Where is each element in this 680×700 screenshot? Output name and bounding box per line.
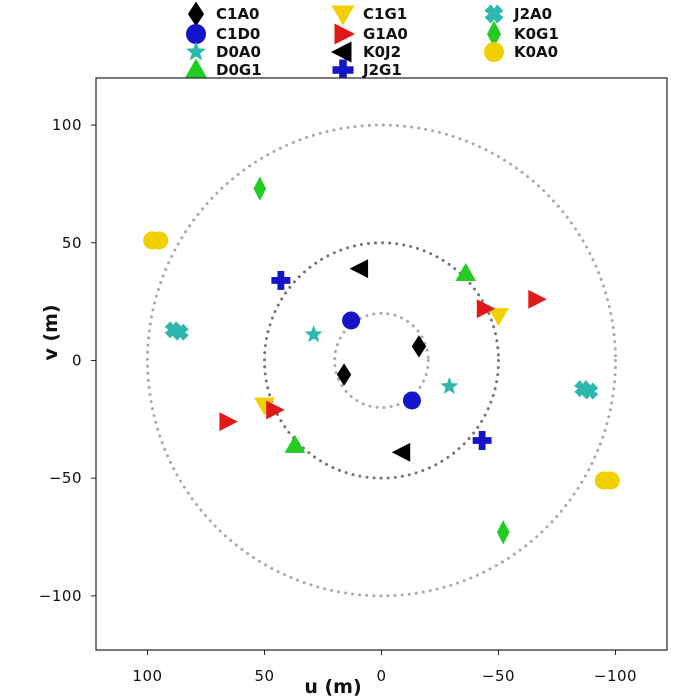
legend-marker-k0a0	[484, 42, 504, 62]
data-point-j2g1	[271, 270, 291, 290]
legend-item-j2g1: J2G1	[332, 59, 402, 81]
reference-circles	[145, 123, 618, 598]
data-point-c1a0	[411, 335, 427, 358]
x-tick-label: −100	[594, 667, 637, 685]
data-point-g1a0	[219, 412, 238, 432]
legend-item-j2a0: J2A0	[484, 4, 552, 24]
reference-circle-1	[333, 311, 430, 410]
legend-item-d0g1: D0G1	[184, 58, 262, 79]
legend-marker-c1a0	[188, 1, 204, 27]
legend-label: C1A0	[216, 5, 260, 23]
legend-item-d0a0: D0A0	[186, 41, 261, 61]
data-point-d0a0	[440, 376, 459, 395]
legend-label: K0J2	[363, 43, 401, 61]
legend-item-k0a0: K0A0	[484, 42, 558, 62]
legend-label: G1A0	[363, 25, 408, 43]
data-point-g1a0	[528, 289, 547, 309]
y-tick-label: −50	[49, 469, 82, 487]
plot-area	[95, 77, 668, 651]
data-point-c1d0	[402, 391, 421, 410]
data-point-d0g1	[455, 263, 477, 282]
legend-marker-d0g1	[184, 58, 208, 79]
legend-marker-c1g1	[331, 5, 355, 26]
legend-label: C1G1	[363, 5, 407, 23]
y-axis-ticks: 100 50 0 −50 −100	[39, 116, 96, 605]
legend-marker-j2a0	[484, 4, 504, 24]
data-point-c1a0	[336, 363, 352, 386]
legend-marker-g1a0	[334, 23, 355, 45]
data-point-k0a0	[150, 231, 169, 250]
data-point-k0g1	[253, 176, 267, 201]
reference-circle-2	[262, 241, 501, 480]
data-points	[143, 176, 620, 545]
y-tick-label: 0	[72, 351, 82, 369]
x-tick-label: 0	[376, 667, 386, 685]
data-point-k0g1	[496, 520, 510, 545]
y-tick-label: −100	[39, 587, 82, 605]
legend-label: C1D0	[216, 25, 260, 43]
data-point-g1a0	[266, 400, 285, 420]
legend-item-k0g1: K0G1	[487, 20, 559, 48]
x-axis-ticks: 100 50 0 −50 −100	[132, 650, 637, 685]
data-point-j2g1	[472, 431, 492, 450]
legend-item-k0j2: K0J2	[331, 41, 401, 63]
legend-marker-d0a0	[186, 41, 206, 61]
legend-item-c1a0: C1A0	[188, 1, 260, 27]
legend-marker-k0g1	[487, 20, 501, 48]
legend-marker-c1d0	[186, 24, 206, 44]
data-point-d0g1	[284, 434, 306, 453]
legend-label: K0G1	[514, 25, 559, 43]
x-tick-label: 100	[132, 667, 162, 685]
x-tick-label: 50	[254, 667, 274, 685]
legend-marker-j2g1	[332, 59, 354, 81]
legend-label: K0A0	[514, 43, 558, 61]
y-tick-label: 50	[62, 234, 82, 252]
data-point-d0a0	[304, 325, 323, 343]
data-point-g1a0	[476, 299, 496, 319]
y-tick-label: 100	[52, 116, 82, 134]
legend-item-c1d0: C1D0	[186, 24, 260, 44]
x-tick-label: −50	[482, 667, 515, 685]
legend-label: J2A0	[513, 5, 552, 23]
legend-item-g1a0: G1A0	[334, 23, 408, 45]
legend-marker-k0j2	[331, 41, 352, 63]
y-axis-label: v (m)	[40, 304, 62, 360]
data-point-c1g1	[254, 397, 275, 416]
data-point-j2a0	[171, 323, 189, 341]
legend-label: J2G1	[362, 61, 402, 79]
legend-label: D0G1	[216, 61, 262, 79]
reference-circle-3	[145, 123, 618, 598]
data-point-c1d0	[342, 311, 361, 330]
data-point-j2a0	[574, 380, 592, 398]
x-axis-label: u (m)	[304, 676, 361, 698]
data-point-k0a0	[594, 471, 613, 490]
data-point-c1g1	[488, 308, 509, 327]
data-point-k0j2	[391, 442, 411, 462]
legend-label: D0A0	[216, 43, 261, 61]
legend-item-c1g1: C1G1	[331, 5, 407, 26]
data-point-k0j2	[349, 259, 369, 279]
